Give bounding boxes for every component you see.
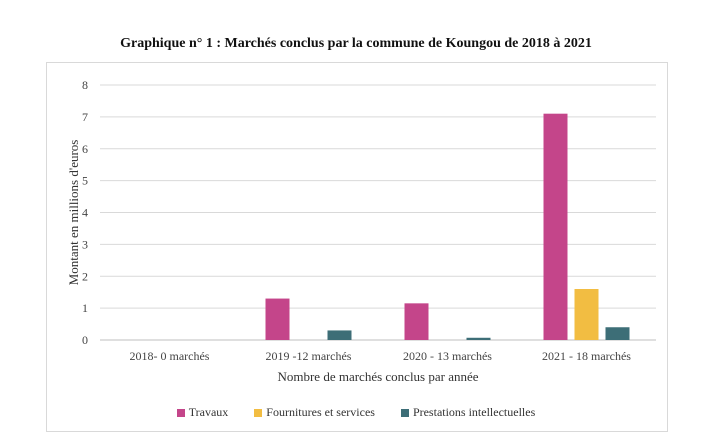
legend-label: Prestations intellectuelles <box>412 405 536 419</box>
y-tick-label: 5 <box>82 174 88 188</box>
legend-label: Fournitures et services <box>266 405 375 419</box>
y-tick-label: 0 <box>82 333 88 347</box>
y-tick-label: 8 <box>82 78 88 92</box>
x-axis-label: Nombre de marchés conclus par année <box>277 369 478 384</box>
legend-swatch <box>254 408 263 417</box>
bar <box>327 330 352 340</box>
legend-item: Prestations intellectuelles <box>400 405 536 420</box>
y-tick-label: 2 <box>82 269 88 283</box>
bar <box>265 298 290 340</box>
legend-item: Travaux <box>176 405 229 420</box>
bar <box>574 289 599 340</box>
legend-item: Fournitures et services <box>254 405 375 420</box>
y-tick-label: 7 <box>82 110 88 124</box>
legend-swatch <box>400 408 409 417</box>
y-tick-label: 6 <box>82 142 88 156</box>
x-tick-label: 2021 - 18 marchés <box>542 349 631 363</box>
chart-title: Graphique n° 1 : Marchés conclus par la … <box>120 36 592 51</box>
y-tick-label: 4 <box>82 206 88 220</box>
chart-legend: Travaux Fournitures et services Prestation… <box>0 405 712 420</box>
x-tick-label: 2020 - 13 marchés <box>403 349 492 363</box>
y-tick-label: 3 <box>82 237 88 251</box>
bar <box>543 113 568 340</box>
x-tick-label: 2018- 0 marchés <box>130 349 210 363</box>
legend-label: Travaux <box>188 405 229 419</box>
legend-swatch <box>176 408 185 417</box>
x-tick-label: 2019 -12 marchés <box>266 349 352 363</box>
bar <box>466 337 491 340</box>
chart-frame <box>46 62 668 432</box>
y-tick-label: 1 <box>82 301 88 315</box>
y-axis-label: Montant en millions d'euros <box>66 140 81 286</box>
bar <box>404 303 429 340</box>
bar <box>605 327 630 340</box>
